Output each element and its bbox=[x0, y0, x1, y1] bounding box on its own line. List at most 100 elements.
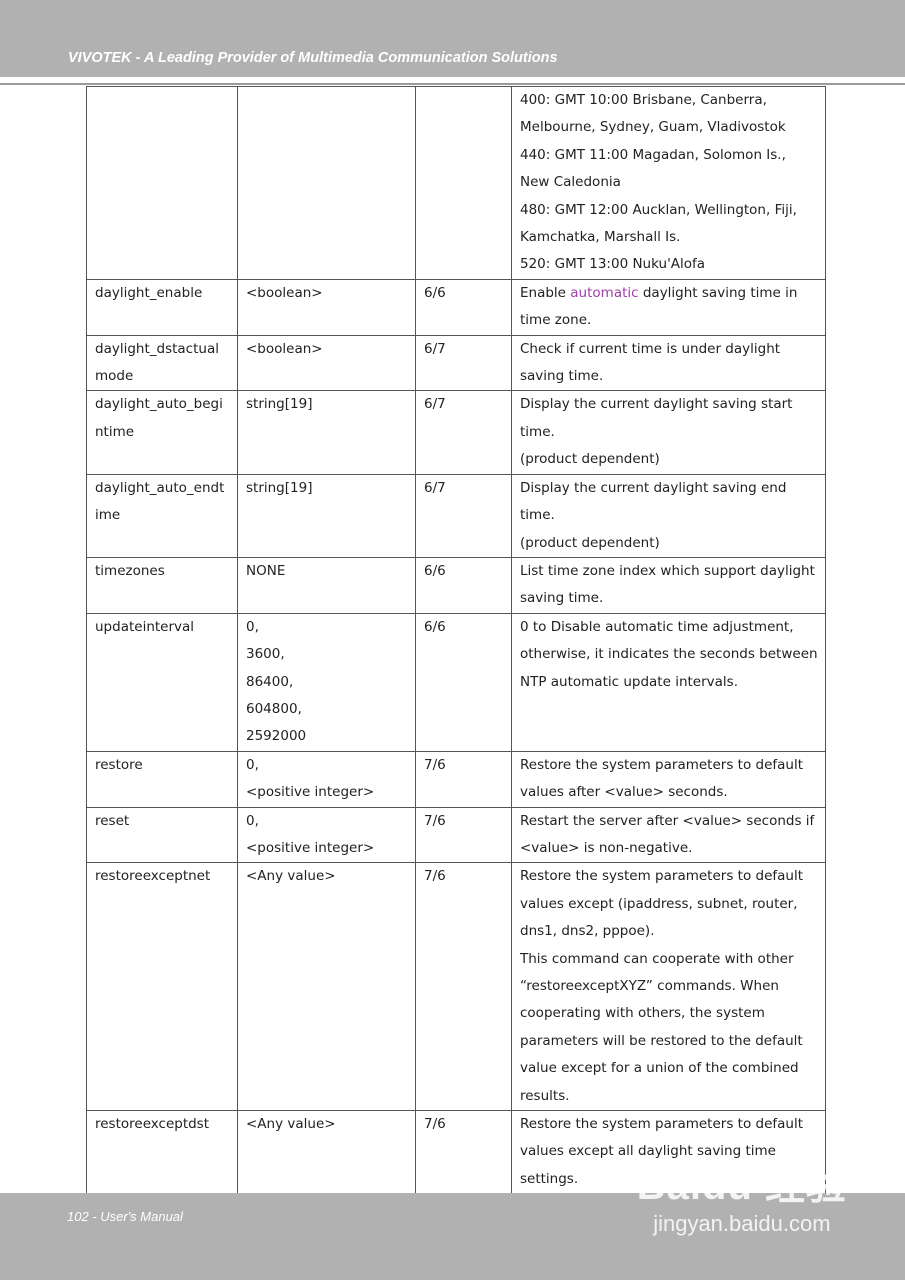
description-line: results. bbox=[520, 1087, 570, 1104]
description-line: <value> is non-negative. bbox=[520, 839, 693, 856]
description-line: Enable automatic daylight saving time in bbox=[520, 280, 818, 307]
description-line: cooperating with others, the system bbox=[520, 1005, 765, 1022]
description-line: 480: GMT 12:00 Aucklan, Wellington, Fiji… bbox=[520, 201, 797, 218]
security-line: 7/6 bbox=[424, 756, 446, 773]
security-line: 7/6 bbox=[424, 812, 446, 829]
name-line bbox=[95, 87, 230, 114]
description-line: NTP automatic update intervals. bbox=[520, 673, 738, 690]
page-footer: 102 - User's Manual Baidu 经验 jingyan.bai… bbox=[0, 1164, 905, 1280]
table-row: updateinterval 0, 3600, 86400, 604800, 259200… bbox=[86, 612, 826, 752]
watermark-url: jingyan.baidu.com bbox=[653, 1211, 831, 1236]
cell-description: Restore the system parameters to default… bbox=[511, 862, 826, 1112]
cell-name: restoreexceptdst bbox=[86, 1110, 238, 1195]
security-line: 6/6 bbox=[424, 562, 446, 579]
value-line: NONE bbox=[246, 562, 286, 579]
cell-description: Restore the system parameters to default… bbox=[511, 1110, 826, 1195]
cell-security: 6/6 bbox=[415, 556, 512, 614]
value-line: <Any value> bbox=[246, 868, 336, 885]
text-segment: daylight saving time in bbox=[638, 284, 798, 301]
description-line: time. bbox=[520, 507, 555, 524]
table-row: restoreexceptnet <Any value> 7/6 Restore th… bbox=[86, 862, 826, 1112]
cell-value: <boolean> bbox=[237, 278, 416, 336]
value-line: <positive integer> bbox=[246, 839, 375, 856]
table-row: daylight_dstactual mode <boolean> 6/7 Check … bbox=[86, 334, 826, 392]
cell-value: 0, <positive integer> bbox=[237, 750, 416, 808]
cell-name: timezones bbox=[86, 556, 238, 614]
cell-description: Display the current daylight saving end t… bbox=[511, 473, 826, 558]
security-line: 6/7 bbox=[424, 396, 446, 413]
description-line: Kamchatka, Marshall Is. bbox=[520, 229, 681, 246]
value-line: <boolean> bbox=[246, 340, 323, 357]
description-line: otherwise, it indicates the seconds betw… bbox=[520, 646, 818, 663]
table-row: 400: GMT 10:00 Brisbane, Canberra, Melbou… bbox=[86, 86, 826, 280]
table-row: restore 0, <positive integer> 7/6 Restore th… bbox=[86, 750, 826, 808]
cell-value: <Any value> bbox=[237, 862, 416, 1112]
security-line bbox=[424, 87, 504, 114]
cell-name: restore bbox=[86, 750, 238, 808]
table-row: restoreexceptdst <Any value> 7/6 Restore th… bbox=[86, 1110, 826, 1195]
cell-security bbox=[415, 86, 512, 280]
description-line: values except (ipaddress, subnet, router… bbox=[520, 895, 798, 912]
value-line: 2592000 bbox=[246, 728, 307, 745]
cell-security: 6/7 bbox=[415, 473, 512, 558]
cell-security: 6/6 bbox=[415, 612, 512, 752]
cell-description: 0 to Disable automatic time adjustment, o… bbox=[511, 612, 826, 752]
cell-description: Restore the system parameters to default… bbox=[511, 750, 826, 808]
cell-description: Check if current time is under daylight s… bbox=[511, 334, 826, 392]
cell-value: <boolean> bbox=[237, 334, 416, 392]
description-line: dns1, dns2, pppoe). bbox=[520, 923, 655, 940]
cell-value: NONE bbox=[237, 556, 416, 614]
cell-name: daylight_enable bbox=[86, 278, 238, 336]
security-line: 7/6 bbox=[424, 1116, 446, 1133]
value-line: 0, bbox=[246, 618, 259, 635]
cell-description: List time zone index which support dayli… bbox=[511, 556, 826, 614]
parameter-table: 400: GMT 10:00 Brisbane, Canberra, Melbou… bbox=[86, 86, 826, 1195]
cell-value: <Any value> bbox=[237, 1110, 416, 1195]
description-line: “restoreexceptXYZ” commands. When bbox=[520, 978, 779, 994]
value-line: string[19] bbox=[246, 479, 313, 496]
cell-description: 400: GMT 10:00 Brisbane, Canberra, Melbou… bbox=[511, 86, 826, 280]
description-line: 400: GMT 10:00 Brisbane, Canberra, bbox=[520, 92, 767, 108]
name-line: ime bbox=[95, 507, 121, 524]
security-line: 6/7 bbox=[424, 479, 446, 496]
security-line: 6/6 bbox=[424, 284, 446, 301]
description-line: Display the current daylight saving end bbox=[520, 479, 787, 496]
table-row: daylight_auto_begi ntime string[19] 6/7 Disp… bbox=[86, 390, 826, 475]
cell-name: daylight_auto_begi ntime bbox=[86, 390, 238, 475]
highlighted-text: automatic bbox=[570, 284, 639, 301]
name-line: daylight_enable bbox=[95, 284, 203, 301]
value-line: string[19] bbox=[246, 396, 313, 413]
name-line: updateinterval bbox=[95, 618, 195, 635]
description-line: New Caledonia bbox=[520, 174, 621, 191]
cell-description: Display the current daylight saving star… bbox=[511, 390, 826, 475]
name-line: restoreexceptnet bbox=[95, 868, 211, 885]
cell-security: 7/6 bbox=[415, 750, 512, 808]
description-line: Restart the server after <value> seconds… bbox=[520, 812, 815, 829]
table-row: daylight_enable <boolean> 6/6 Enable automa… bbox=[86, 278, 826, 336]
description-line: Check if current time is under daylight bbox=[520, 340, 781, 357]
description-line: This command can cooperate with other bbox=[520, 950, 794, 967]
cell-name: restoreexceptnet bbox=[86, 862, 238, 1112]
name-line: ntime bbox=[95, 423, 135, 440]
cell-name bbox=[86, 86, 238, 280]
security-line: 6/7 bbox=[424, 340, 446, 357]
page-number: 102 - User's Manual bbox=[67, 1209, 183, 1224]
value-line bbox=[246, 87, 408, 114]
value-line: 0, bbox=[246, 756, 259, 773]
description-line: (product dependent) bbox=[520, 451, 660, 468]
description-line: value except for a union of the combined bbox=[520, 1060, 799, 1077]
description-line: time. bbox=[520, 423, 555, 440]
cell-description: Restart the server after <value> seconds… bbox=[511, 806, 826, 864]
description-line: saving time. bbox=[520, 590, 604, 607]
value-line: 86400, bbox=[246, 673, 294, 690]
description-line: settings. bbox=[520, 1170, 579, 1187]
page-header: VIVOTEK - A Leading Provider of Multimed… bbox=[0, 0, 905, 77]
description-line: Restore the system parameters to default bbox=[520, 756, 803, 773]
value-line: <boolean> bbox=[246, 284, 323, 301]
name-line: timezones bbox=[95, 562, 165, 579]
cell-name: reset bbox=[86, 806, 238, 864]
cell-value: 0, 3600, 86400, 604800, 2592000 bbox=[237, 612, 416, 752]
text-segment: Enable bbox=[520, 284, 571, 301]
table-row: reset 0, <positive integer> 7/6 Restart the … bbox=[86, 806, 826, 864]
value-line: 604800, bbox=[246, 700, 302, 717]
